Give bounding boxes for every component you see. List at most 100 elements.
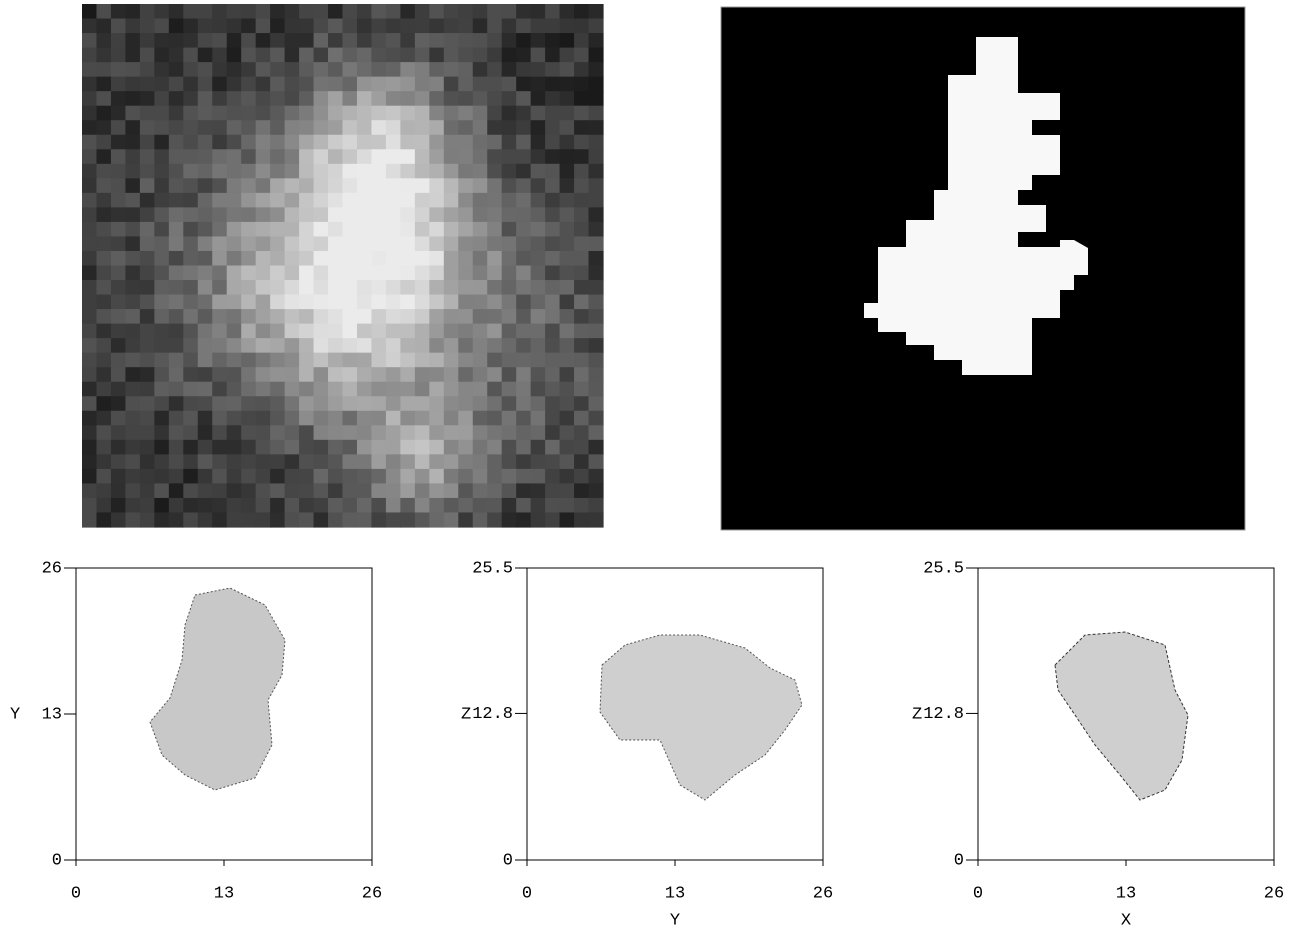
pixel [96,454,111,469]
pixel [270,382,285,397]
pixel [560,164,575,179]
pixel [516,222,531,237]
pixel [516,193,531,208]
pixel [429,91,444,106]
pixel [198,91,213,106]
pixel [154,266,169,281]
pixel [299,324,314,339]
pixel [386,91,401,106]
pixel [386,207,401,222]
pixel [154,33,169,48]
pixel [270,62,285,77]
pixel [111,382,126,397]
pixel [256,280,271,295]
pixel [125,280,140,295]
pixel [270,411,285,426]
pixel [111,193,126,208]
pixel [299,120,314,135]
pixel [502,91,517,106]
pixel [487,382,502,397]
pixel [429,222,444,237]
pixel [444,440,459,455]
pixel [357,440,372,455]
pixel [154,62,169,77]
pixel [531,266,546,281]
pixel [415,280,430,295]
pixel [371,91,386,106]
pixel [96,498,111,513]
pixel [227,164,242,179]
pixel [415,425,430,440]
pixel [429,266,444,281]
pixel [82,498,97,513]
y-axis-label: Z [912,705,922,724]
pixel [111,454,126,469]
pixel [343,207,358,222]
pixel [343,77,358,92]
pixel [502,77,517,92]
pixel [502,295,517,310]
pixel [227,309,242,324]
pixel [531,382,546,397]
pixel [299,62,314,77]
pixel [328,251,343,266]
pixel [256,4,271,19]
pixel [82,149,97,164]
pixel [96,512,111,527]
pixel [96,295,111,310]
pixel [183,106,198,121]
pixel [386,295,401,310]
pixel [285,512,300,527]
pixel [256,338,271,353]
pixel [241,120,256,135]
pixel [96,280,111,295]
pixel [212,469,227,484]
pixel [371,266,386,281]
pixel [429,483,444,498]
pixel [400,440,415,455]
pixel [125,498,140,513]
pixel [270,295,285,310]
pixel [444,411,459,426]
pixel [429,135,444,150]
pixel [400,77,415,92]
pixel [241,295,256,310]
pixel [198,19,213,34]
pixel [386,512,401,527]
pixel [285,19,300,34]
pixel [371,19,386,34]
pixel [125,483,140,498]
pixel [183,207,198,222]
pixel [545,178,560,193]
pixel [299,280,314,295]
pixel [82,411,97,426]
pixel [198,251,213,266]
pixel [545,106,560,121]
pixel [198,309,213,324]
pixel [256,19,271,34]
pixel [314,62,329,77]
pixel [270,236,285,251]
pixel [429,382,444,397]
pixel [357,19,372,34]
pixel [227,295,242,310]
pixel [111,353,126,368]
pixel [371,411,386,426]
pixel [299,164,314,179]
pixel [545,33,560,48]
pixel [574,251,589,266]
pixel [328,149,343,164]
pixel [227,62,242,77]
pixel [429,33,444,48]
pixel [328,295,343,310]
pixel [487,91,502,106]
pixel [589,266,604,281]
pixel [227,207,242,222]
pixel [256,295,271,310]
pixel [111,440,126,455]
pixel [285,120,300,135]
pixel [169,178,184,193]
page: {"chart_data": [ {"type": "render", "yla… [0,0,1296,930]
pixel [227,411,242,426]
pixel [343,164,358,179]
